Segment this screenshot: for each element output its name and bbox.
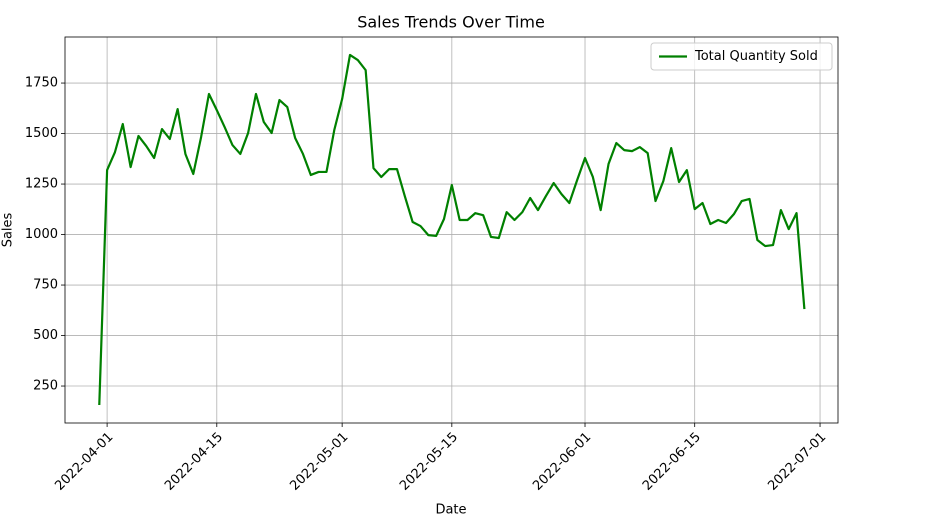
x-axis-label: Date [435,503,466,518]
y-tick-label: 1500 [25,126,58,141]
y-tick-label: 1750 [25,76,58,91]
chart-title: Sales Trends Over Time [357,13,545,32]
y-tick-label: 500 [33,328,58,343]
y-tick-label: 1000 [25,227,58,242]
y-tick-label: 1250 [25,177,58,192]
plot-frame [64,36,839,424]
legend-box [650,42,833,71]
y-tick-label: 750 [33,278,58,293]
legend-label: Total Quantity Sold [694,49,818,64]
line-series [98,53,806,406]
y-axis-label: Sales [1,212,16,247]
y-tick-label: 250 [33,379,58,394]
